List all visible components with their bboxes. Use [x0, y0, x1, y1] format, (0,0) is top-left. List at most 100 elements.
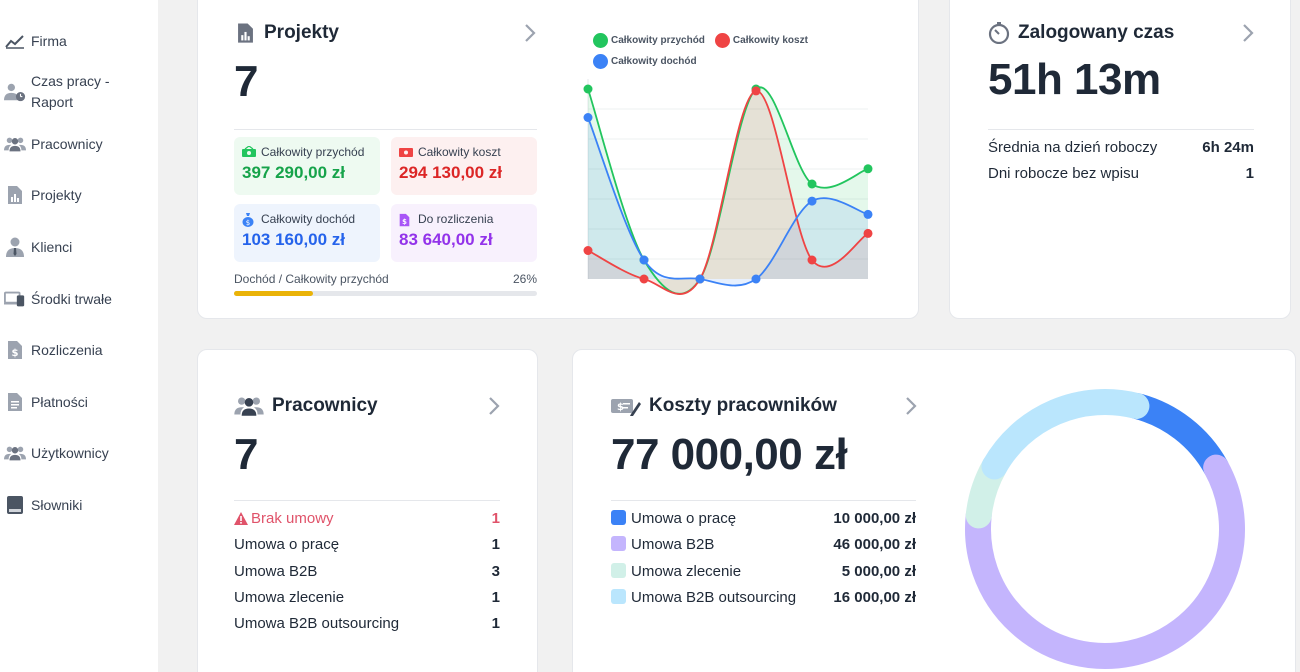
user-clock-icon: [4, 81, 26, 103]
legend-swatch: [611, 510, 626, 525]
chevron-right-icon[interactable]: [520, 23, 540, 43]
time-avg-row: Średnia na dzień roboczy 6h 24m: [988, 139, 1254, 156]
costs-value: 77 000,00 zł: [611, 430, 848, 479]
sidebar-item-label: Firma: [31, 32, 67, 49]
area-chart: [583, 79, 873, 295]
sidebar-item-srodki-trwale[interactable]: Środki trwałe: [4, 288, 112, 310]
employees-count: 7: [234, 430, 258, 479]
time-days-value: 1: [1245, 165, 1254, 182]
ratio-progress-fill: [234, 291, 313, 296]
employees-row[interactable]: Umowa zlecenie 1: [234, 589, 500, 606]
employees-row-value: 1: [491, 510, 500, 527]
data-point: [695, 274, 705, 284]
employees-title-text: Pracownicy: [272, 395, 378, 416]
stat-settle-label: Do rozliczenia: [418, 212, 494, 226]
ratio-label: Dochód / Całkowity przychód: [234, 272, 389, 286]
legend-swatch: [611, 563, 626, 578]
costs-row-label: Umowa zlecenie: [631, 563, 742, 580]
sidebar-item-label: Klienci: [31, 238, 73, 255]
costs-card: $ Koszty pracowników 77 000,00 zł Umowa …: [572, 349, 1296, 672]
employees-row[interactable]: Umowa B2B 3: [234, 563, 500, 580]
employees-row-label: Umowa zlecenie: [234, 589, 345, 606]
data-point: [751, 86, 761, 96]
chevron-right-icon[interactable]: [484, 396, 504, 416]
divider: [234, 129, 537, 130]
data-point: [751, 274, 761, 284]
stopwatch-icon: [988, 22, 1010, 44]
legend-item[interactable]: Całkowity dochód: [593, 54, 697, 69]
employees-row[interactable]: Umowa B2B outsourcing 1: [234, 615, 500, 632]
costs-row-label: Umowa B2B: [631, 536, 715, 553]
svg-text:$: $: [402, 218, 407, 226]
data-point: [807, 255, 817, 265]
chevron-right-icon[interactable]: [901, 396, 921, 416]
data-point: [639, 255, 649, 265]
costs-row-value: 10 000,00 zł: [833, 510, 916, 527]
data-point: [807, 179, 817, 189]
sidebar-item-label: Płatności: [31, 393, 88, 410]
employees-card-title: Pracownicy: [234, 395, 378, 417]
employees-row-label: Umowa o pracę: [234, 536, 340, 553]
projects-count: 7: [234, 57, 258, 106]
sidebar-item-projekty[interactable]: Projekty: [4, 184, 82, 206]
costs-row[interactable]: Umowa B2B 46 000,00 zł: [611, 536, 916, 553]
sidebar-item-label: Projekty: [31, 186, 82, 203]
legend-item[interactable]: Całkowity przychód: [593, 33, 705, 48]
employees-row[interactable]: Umowa o pracę 1: [234, 536, 500, 553]
time-card: Zalogowany czas 51h 13m Średnia na dzień…: [949, 0, 1291, 319]
stat-settle: $ Do rozliczenia 83 640,00 zł: [391, 204, 537, 262]
devices-icon: [4, 288, 26, 310]
data-point: [807, 196, 817, 206]
costs-donut-chart: [965, 389, 1245, 669]
legend-swatch: [714, 33, 730, 48]
costs-row-value: 46 000,00 zł: [833, 536, 916, 553]
time-days-label: Dni robocze bez wpisu: [988, 165, 1139, 182]
money-bill-icon: [399, 146, 413, 158]
legend-label: Całkowity dochód: [611, 56, 697, 68]
data-point: [863, 164, 873, 174]
sidebar-item-label: Środki trwałe: [31, 290, 112, 307]
sidebar-item-czas-pracy[interactable]: Czas pracy - Raport: [4, 71, 110, 113]
money-bag-icon: $: [242, 213, 256, 227]
file-chart-icon: [234, 22, 256, 44]
svg-text:$: $: [246, 219, 250, 227]
warning-icon: [234, 512, 248, 525]
costs-row-label: Umowa o pracę: [631, 510, 737, 527]
sidebar-item-uzytkownicy[interactable]: Użytkownicy: [4, 442, 109, 464]
ratio-progress-bar: [234, 291, 537, 296]
sidebar-item-label: Użytkownicy: [31, 444, 109, 461]
sidebar-item-firma[interactable]: Firma: [4, 30, 67, 52]
book-icon: [4, 494, 26, 516]
employees-row-warning[interactable]: Brak umowy 1: [234, 510, 500, 527]
divider: [611, 500, 916, 501]
sidebar-item-rozliczenia[interactable]: $ Rozliczenia: [4, 339, 103, 361]
svg-text:$: $: [617, 402, 624, 413]
stat-income-label: Całkowity dochód: [261, 212, 356, 226]
employees-row-value: 1: [491, 589, 500, 606]
sidebar-item-slowniki[interactable]: Słowniki: [4, 494, 82, 516]
legend-swatch: [611, 589, 626, 604]
data-point: [583, 113, 593, 122]
costs-row[interactable]: Umowa o pracę 10 000,00 zł: [611, 510, 916, 527]
costs-title-text: Koszty pracowników: [649, 395, 837, 416]
time-title-text: Zalogowany czas: [1018, 22, 1175, 43]
legend-swatch: [611, 536, 626, 551]
costs-row[interactable]: Umowa B2B outsourcing 16 000,00 zł: [611, 589, 916, 606]
time-avg-label: Średnia na dzień roboczy: [988, 139, 1158, 156]
costs-row[interactable]: Umowa zlecenie 5 000,00 zł: [611, 563, 916, 580]
employees-row-value: 3: [491, 563, 500, 580]
chevron-right-icon[interactable]: [1238, 23, 1258, 43]
users-icon: [4, 442, 26, 464]
chart-legend: Całkowity przychód Całkowity koszt Całko…: [593, 33, 808, 69]
money-edit-icon: $: [611, 395, 641, 417]
legend-label: Całkowity przychód: [611, 35, 705, 47]
sidebar-item-klienci[interactable]: Klienci: [4, 236, 72, 258]
data-point: [863, 228, 873, 238]
sidebar-item-platnosci[interactable]: Płatności: [4, 391, 88, 413]
sidebar-item-pracownicy[interactable]: Pracownicy: [4, 133, 103, 155]
user-tie-icon: [4, 236, 26, 258]
data-point: [583, 246, 593, 255]
file-dollar-icon: $: [399, 213, 413, 227]
legend-swatch: [593, 33, 608, 48]
legend-item[interactable]: Całkowity koszt: [714, 33, 808, 48]
